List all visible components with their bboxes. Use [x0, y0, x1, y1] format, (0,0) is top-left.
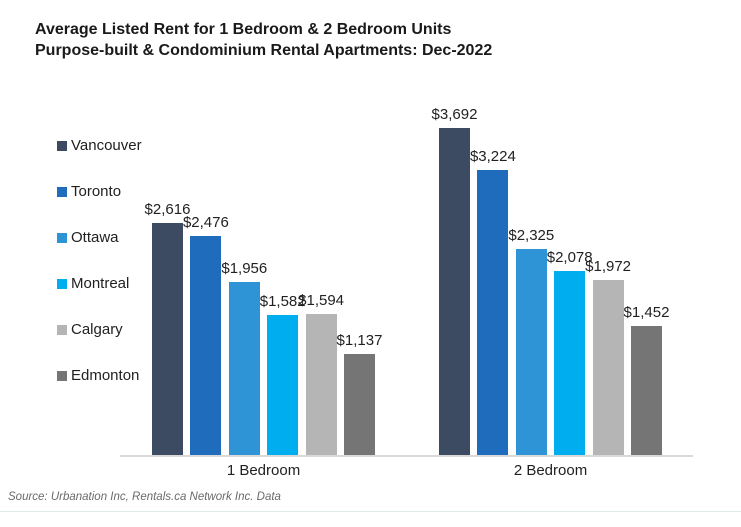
x-axis-label-1br: 1 Bedroom	[226, 462, 301, 479]
legend-swatch-vancouver	[57, 140, 67, 151]
bar-ottawa-1br	[228, 281, 260, 455]
bar-value-toronto-2br: $3,224	[469, 147, 516, 165]
bar-value-montreal-1br: $1,582	[259, 292, 306, 310]
bottom-divider	[0, 511, 741, 512]
bar-value-calgary-1br: $1,594	[298, 291, 345, 309]
bar-calgary-1br	[305, 313, 337, 455]
legend-label-vancouver: Vancouver	[71, 137, 142, 154]
bar-montreal-1br	[267, 314, 299, 455]
legend-label-ottawa: Ottawa	[71, 229, 119, 246]
legend-item-edmonton: Edmonton	[57, 367, 142, 384]
legend-item-vancouver: Vancouver	[57, 137, 142, 154]
legend-swatch-calgary	[57, 324, 67, 335]
bar-ottawa-2br	[515, 249, 547, 455]
chart-title-line2: Purpose-built & Condominium Rental Apart…	[35, 42, 493, 59]
bar-value-edmonton-2br: $1,452	[623, 304, 670, 322]
source-note: Source: Urbanation Inc, Rentals.ca Netwo…	[8, 491, 281, 503]
legend-swatch-ottawa	[57, 232, 67, 243]
bar-value-montreal-2br: $2,078	[546, 249, 593, 266]
legend-swatch-montreal	[57, 278, 67, 289]
bar-vancouver-1br	[152, 223, 183, 455]
legend-item-ottawa: Ottawa	[57, 229, 142, 246]
bar-value-ottawa-2br: $2,325	[508, 227, 555, 245]
bar-value-toronto-1br: $2,476	[182, 213, 229, 231]
legend-label-edmonton: Edmonton	[71, 367, 140, 384]
legend-label-calgary: Calgary	[71, 321, 123, 338]
bar-value-vancouver-1br: $2,616	[144, 201, 191, 219]
legend-swatch-toronto	[57, 186, 67, 197]
bar-value-vancouver-2br: $3,692	[431, 106, 478, 123]
chart-title-line1: Average Listed Rent for 1 Bedroom & 2 Be…	[35, 21, 452, 38]
legend-label-montreal: Montreal	[71, 275, 130, 292]
bar-value-ottawa-1br: $1,956	[221, 259, 268, 277]
chart-legend: Vancouver Toronto Ottawa Montreal Calgary Edm…	[57, 137, 142, 414]
legend-label-toronto: Toronto	[71, 183, 122, 200]
bar-value-edmonton-1br: $1,137	[336, 332, 383, 350]
bar-toronto-2br	[477, 169, 509, 455]
legend-item-montreal: Montreal	[57, 275, 142, 292]
plot-area: $2,616 $3,692 $2,476 $3,224 $1,956 $2,325 $1,5…	[120, 90, 693, 457]
bar-vancouver-2br	[439, 128, 470, 455]
chart-title: Average Listed Rent for 1 Bedroom & 2 Be…	[35, 19, 492, 61]
x-axis-label-2br: 2 Bedroom	[513, 462, 588, 479]
bar-montreal-2br	[554, 271, 586, 455]
legend-swatch-edmonton	[57, 370, 67, 381]
bar-edmonton-2br	[631, 326, 662, 455]
x-axis-labels: 1 Bedroom 2 Bedroom	[120, 462, 693, 482]
bar-calgary-2br	[592, 280, 624, 455]
bar-toronto-1br	[190, 235, 222, 455]
bar-edmonton-1br	[344, 354, 375, 455]
legend-item-calgary: Calgary	[57, 321, 142, 338]
legend-item-toronto: Toronto	[57, 183, 142, 200]
bar-value-calgary-2br: $1,972	[585, 258, 632, 276]
